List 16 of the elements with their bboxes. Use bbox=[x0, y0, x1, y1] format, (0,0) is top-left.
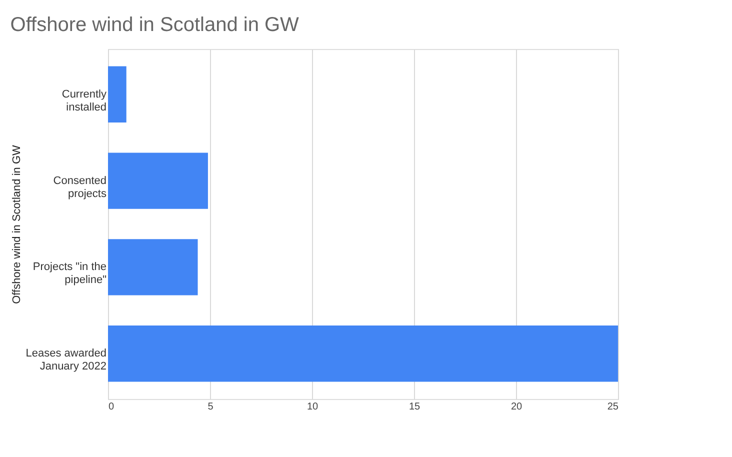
y-tick-label: Projects "in the pipeline" bbox=[32, 261, 107, 286]
y-tick-label: Currently installed bbox=[62, 88, 107, 114]
bar bbox=[108, 239, 198, 296]
x-tick-label: 0 bbox=[108, 402, 114, 412]
x-tick-label: 25 bbox=[607, 402, 619, 412]
y-tick-label: Leases awarded January 2022 bbox=[26, 348, 106, 373]
y-axis-title: Offshore wind in Scotland in GW bbox=[10, 144, 23, 304]
bar bbox=[108, 152, 208, 209]
x-tick-label: 20 bbox=[510, 402, 522, 412]
bar bbox=[108, 66, 126, 122]
chart-title: Offshore wind in Scotland in GW bbox=[10, 14, 300, 36]
x-tick-label: 15 bbox=[408, 402, 420, 412]
x-tick-label: 10 bbox=[306, 402, 318, 412]
bar bbox=[108, 326, 618, 382]
y-tick-label: Consented projects bbox=[53, 174, 107, 200]
x-tick-label: 5 bbox=[208, 402, 214, 412]
